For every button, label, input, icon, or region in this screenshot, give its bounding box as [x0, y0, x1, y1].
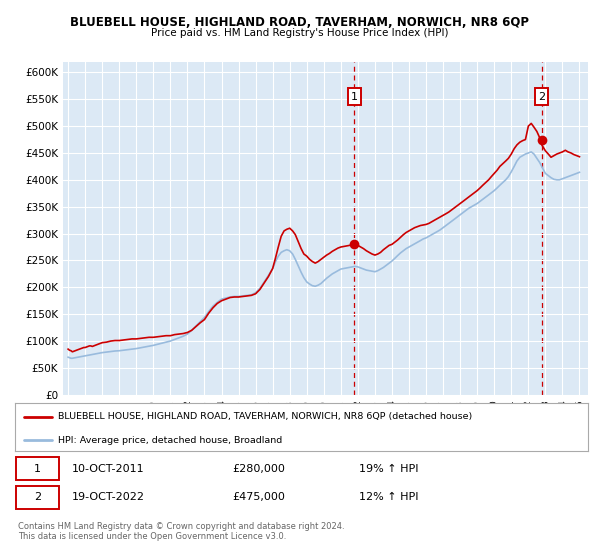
- Text: 2: 2: [34, 492, 41, 502]
- FancyBboxPatch shape: [16, 457, 59, 480]
- Text: BLUEBELL HOUSE, HIGHLAND ROAD, TAVERHAM, NORWICH, NR8 6QP (detached house): BLUEBELL HOUSE, HIGHLAND ROAD, TAVERHAM,…: [58, 412, 472, 421]
- Text: £280,000: £280,000: [233, 464, 286, 474]
- Text: BLUEBELL HOUSE, HIGHLAND ROAD, TAVERHAM, NORWICH, NR8 6QP: BLUEBELL HOUSE, HIGHLAND ROAD, TAVERHAM,…: [71, 16, 530, 29]
- Text: £475,000: £475,000: [233, 492, 286, 502]
- Text: 2: 2: [538, 92, 545, 101]
- Text: 19-OCT-2022: 19-OCT-2022: [73, 492, 145, 502]
- Text: 1: 1: [34, 464, 41, 474]
- Text: Price paid vs. HM Land Registry's House Price Index (HPI): Price paid vs. HM Land Registry's House …: [151, 28, 449, 38]
- FancyBboxPatch shape: [16, 486, 59, 509]
- Text: Contains HM Land Registry data © Crown copyright and database right 2024.
This d: Contains HM Land Registry data © Crown c…: [18, 522, 344, 542]
- Text: 19% ↑ HPI: 19% ↑ HPI: [359, 464, 418, 474]
- Text: HPI: Average price, detached house, Broadland: HPI: Average price, detached house, Broa…: [58, 436, 282, 445]
- Text: 12% ↑ HPI: 12% ↑ HPI: [359, 492, 418, 502]
- Text: 10-OCT-2011: 10-OCT-2011: [73, 464, 145, 474]
- Text: 1: 1: [351, 92, 358, 101]
